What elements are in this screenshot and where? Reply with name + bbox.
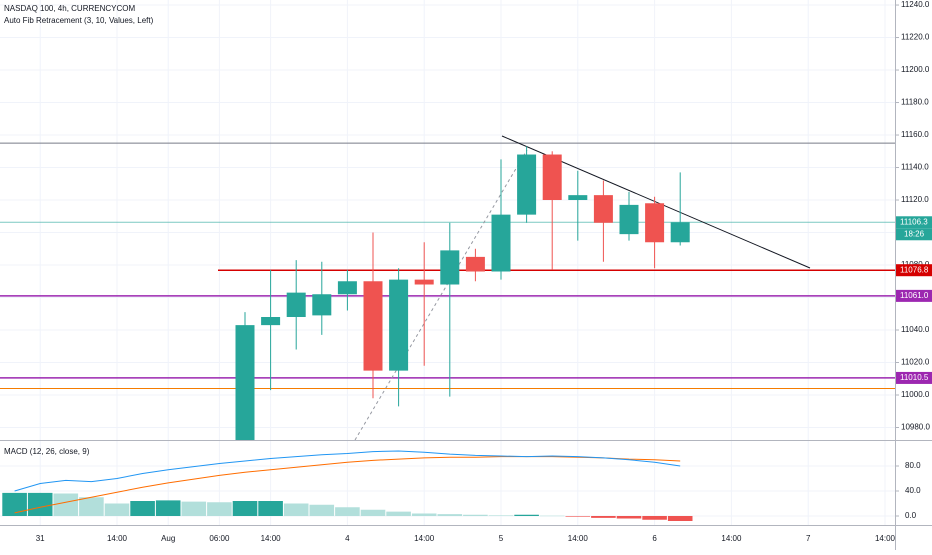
price-label-box (896, 264, 932, 277)
y-tick-label: 11220.0 (901, 33, 930, 42)
x-tick-label: 14:00 (568, 534, 589, 543)
x-tick-label: 6 (652, 534, 657, 543)
histogram-bar (258, 501, 283, 516)
candle-body (286, 292, 306, 318)
histogram-bar (53, 493, 79, 516)
x-tick-label: 4 (345, 534, 350, 543)
candle-body (465, 256, 485, 272)
y-tick-label: 11160.0 (901, 130, 929, 139)
y-tick-label: 11240.0 (901, 0, 930, 9)
macd-y-tick-label: 80.0 (905, 461, 921, 470)
y-tick-label: 11120.0 (901, 195, 929, 204)
histogram-bar (335, 507, 360, 516)
histogram-bar (642, 516, 667, 520)
histogram-bar (181, 501, 207, 516)
macd-title: MACD (12, 26, close, 9) (4, 447, 90, 456)
x-tick-label: 14:00 (107, 534, 128, 543)
histogram-bar (463, 514, 488, 516)
candle-body (517, 154, 537, 215)
histogram-bar (27, 492, 53, 516)
candle-body (568, 195, 588, 201)
macd-y-tick-label: 0.0 (905, 511, 917, 520)
y-tick-label: 11140.0 (901, 163, 929, 172)
price-label: 11076.8 (900, 265, 929, 274)
countdown-box (896, 228, 932, 241)
signal-line (14, 456, 681, 514)
chart-title: NASDAQ 100, 4h, CURRENCYCOM (4, 4, 135, 13)
x-tick-label: 14:00 (721, 534, 742, 543)
histogram-bar (79, 497, 104, 516)
histogram-bar (130, 501, 155, 516)
countdown: 18:26 (904, 229, 925, 238)
candle-body (261, 317, 281, 326)
x-tick-label: 14:00 (414, 534, 435, 543)
candle-body (542, 154, 562, 201)
candle-body (363, 281, 383, 371)
y-tick-label: 11200.0 (901, 65, 930, 74)
candle-body (593, 195, 613, 223)
price-label-box (896, 371, 932, 384)
x-tick-label: 5 (499, 534, 504, 543)
candle-body (440, 250, 460, 285)
histogram-bar (155, 500, 181, 516)
histogram-bar (360, 509, 386, 516)
candles (235, 146, 690, 440)
candle-body (235, 325, 255, 440)
histogram-bar (667, 516, 693, 521)
fib-trend-line (354, 149, 528, 441)
histogram-bar (207, 502, 232, 516)
candle-body (337, 281, 357, 295)
histogram-bar (437, 514, 463, 516)
x-tick-label: 14:00 (261, 534, 282, 543)
macd-line (14, 450, 681, 492)
x-tick-label: 14:00 (875, 534, 896, 543)
histogram-bar (591, 516, 616, 518)
candle-body (414, 279, 434, 285)
levels (0, 142, 895, 389)
y-tick-label: 11040.0 (901, 325, 930, 334)
histogram-bar (565, 516, 591, 517)
candle-body (491, 214, 511, 272)
x-tick-label: 31 (36, 534, 45, 543)
histogram-bar (309, 504, 335, 516)
x-tick-label: 06:00 (209, 534, 230, 543)
histogram-bar (514, 514, 539, 516)
histogram-bar (539, 515, 565, 517)
histogram-bar (488, 515, 514, 516)
y-tick-label: 11020.0 (901, 358, 930, 367)
y-tick-label: 11180.0 (901, 98, 929, 107)
x-tick-label: Aug (161, 534, 175, 543)
price-label: 11106.3 (900, 217, 928, 226)
histogram-bar (411, 513, 437, 516)
price-label-box (896, 216, 932, 229)
price-label-box (896, 289, 932, 302)
histogram-bar (616, 516, 642, 519)
grid (0, 0, 895, 525)
histogram-bar (386, 511, 411, 516)
indicator-title: Auto Fib Retracement (3, 10, Values, Lef… (4, 16, 154, 25)
y-tick-label: 11000.0 (901, 390, 930, 399)
histogram-bar (2, 492, 27, 516)
candle-body (312, 294, 332, 316)
histogram-bar (283, 503, 309, 516)
macd-y-tick-label: 40.0 (905, 486, 921, 495)
price-label: 11061.0 (900, 291, 929, 300)
macd-pane (2, 450, 693, 521)
candle-body (645, 203, 665, 243)
x-tick-label: 7 (806, 534, 811, 543)
candle-body (670, 222, 690, 243)
candle-body (619, 204, 639, 235)
candle-body (389, 279, 409, 371)
price-label: 11010.5 (900, 373, 929, 382)
histogram-bar (232, 501, 258, 516)
histogram-bar (104, 503, 130, 516)
y-tick-label: 10980.0 (901, 423, 930, 432)
axes: 31 14:00 Aug 06:00 14:00 4 14:00 5 14:00 6 14:00 7 1… (36, 0, 932, 543)
